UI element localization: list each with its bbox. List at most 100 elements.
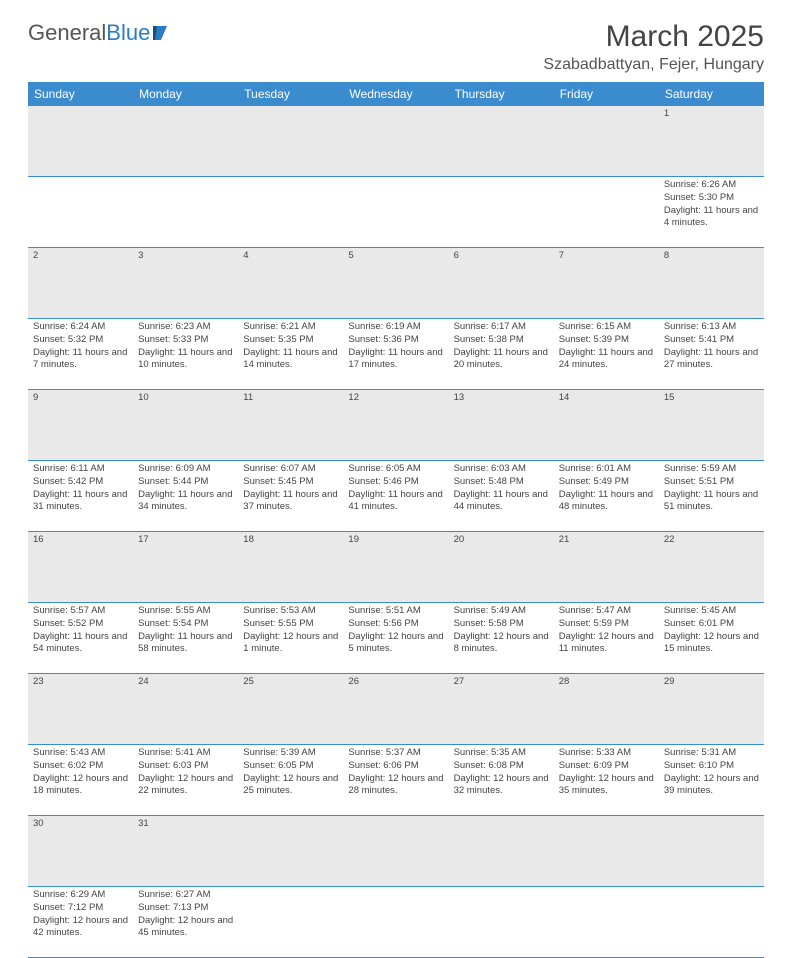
- daylight-line: Daylight: 12 hours and 32 minutes.: [454, 773, 549, 799]
- sunset-line: Sunset: 5:44 PM: [138, 476, 233, 489]
- sunset-line: Sunset: 6:10 PM: [664, 760, 759, 773]
- day-header: Thursday: [449, 82, 554, 106]
- day-cell: Sunrise: 6:17 AMSunset: 5:38 PMDaylight:…: [449, 319, 554, 390]
- day-cell: Sunrise: 5:49 AMSunset: 5:58 PMDaylight:…: [449, 603, 554, 674]
- day-number-cell: 19: [343, 532, 448, 603]
- sunset-line: Sunset: 6:03 PM: [138, 760, 233, 773]
- day-number-cell: 10: [133, 390, 238, 461]
- daylight-line: Daylight: 12 hours and 18 minutes.: [33, 773, 128, 799]
- sunrise-line: Sunrise: 6:17 AM: [454, 321, 549, 334]
- sunset-line: Sunset: 5:30 PM: [664, 192, 759, 205]
- day-number-cell: 31: [133, 816, 238, 887]
- day-number-cell: [28, 106, 133, 177]
- location-text: Szabadbattyan, Fejer, Hungary: [543, 56, 764, 74]
- day-cell: Sunrise: 6:27 AMSunset: 7:13 PMDaylight:…: [133, 887, 238, 958]
- sunrise-line: Sunrise: 6:09 AM: [138, 463, 233, 476]
- day-cell: Sunrise: 5:51 AMSunset: 5:56 PMDaylight:…: [343, 603, 448, 674]
- daylight-line: Daylight: 12 hours and 5 minutes.: [348, 631, 443, 657]
- sunrise-line: Sunrise: 6:23 AM: [138, 321, 233, 334]
- daylight-line: Daylight: 11 hours and 37 minutes.: [243, 489, 338, 515]
- day-number-cell: 13: [449, 390, 554, 461]
- daylight-line: Daylight: 11 hours and 48 minutes.: [559, 489, 654, 515]
- day-number-cell: [449, 816, 554, 887]
- sunrise-line: Sunrise: 6:13 AM: [664, 321, 759, 334]
- day-cell: Sunrise: 6:11 AMSunset: 5:42 PMDaylight:…: [28, 461, 133, 532]
- day-number-cell: 20: [449, 532, 554, 603]
- day-cell: Sunrise: 5:41 AMSunset: 6:03 PMDaylight:…: [133, 745, 238, 816]
- daylight-line: Daylight: 11 hours and 41 minutes.: [348, 489, 443, 515]
- day-cell: [343, 887, 448, 958]
- sunset-line: Sunset: 5:59 PM: [559, 618, 654, 631]
- sunrise-line: Sunrise: 5:43 AM: [33, 747, 128, 760]
- daynum-row: 2345678: [28, 248, 764, 319]
- daynum-row: 1: [28, 106, 764, 177]
- daylight-line: Daylight: 11 hours and 17 minutes.: [348, 347, 443, 373]
- day-number-cell: 8: [659, 248, 764, 319]
- page-title: March 2025: [543, 20, 764, 54]
- day-cell: Sunrise: 5:39 AMSunset: 6:05 PMDaylight:…: [238, 745, 343, 816]
- day-cell: [343, 177, 448, 248]
- sunset-line: Sunset: 6:09 PM: [559, 760, 654, 773]
- daylight-line: Daylight: 11 hours and 44 minutes.: [454, 489, 549, 515]
- week-row: Sunrise: 6:29 AMSunset: 7:12 PMDaylight:…: [28, 887, 764, 958]
- week-row: Sunrise: 6:11 AMSunset: 5:42 PMDaylight:…: [28, 461, 764, 532]
- sunrise-line: Sunrise: 6:26 AM: [664, 179, 759, 192]
- sunrise-line: Sunrise: 5:35 AM: [454, 747, 549, 760]
- sunset-line: Sunset: 5:46 PM: [348, 476, 443, 489]
- day-number-cell: 11: [238, 390, 343, 461]
- day-cell: Sunrise: 6:01 AMSunset: 5:49 PMDaylight:…: [554, 461, 659, 532]
- sunrise-line: Sunrise: 5:39 AM: [243, 747, 338, 760]
- day-cell: Sunrise: 6:13 AMSunset: 5:41 PMDaylight:…: [659, 319, 764, 390]
- day-header: Sunday: [28, 82, 133, 106]
- daylight-line: Daylight: 11 hours and 10 minutes.: [138, 347, 233, 373]
- daylight-line: Daylight: 11 hours and 31 minutes.: [33, 489, 128, 515]
- day-number-cell: 30: [28, 816, 133, 887]
- day-number-cell: [238, 106, 343, 177]
- title-block: March 2025 Szabadbattyan, Fejer, Hungary: [543, 20, 764, 74]
- sunset-line: Sunset: 7:12 PM: [33, 902, 128, 915]
- day-cell: Sunrise: 5:57 AMSunset: 5:52 PMDaylight:…: [28, 603, 133, 674]
- day-cell: Sunrise: 6:21 AMSunset: 5:35 PMDaylight:…: [238, 319, 343, 390]
- daylight-line: Daylight: 12 hours and 28 minutes.: [348, 773, 443, 799]
- daylight-line: Daylight: 11 hours and 14 minutes.: [243, 347, 338, 373]
- sunrise-line: Sunrise: 5:41 AM: [138, 747, 233, 760]
- daylight-line: Daylight: 12 hours and 45 minutes.: [138, 915, 233, 941]
- sunrise-line: Sunrise: 6:15 AM: [559, 321, 654, 334]
- sunrise-line: Sunrise: 5:33 AM: [559, 747, 654, 760]
- daylight-line: Daylight: 11 hours and 54 minutes.: [33, 631, 128, 657]
- day-number-cell: 21: [554, 532, 659, 603]
- sunrise-line: Sunrise: 5:57 AM: [33, 605, 128, 618]
- day-number-cell: 28: [554, 674, 659, 745]
- sunset-line: Sunset: 6:02 PM: [33, 760, 128, 773]
- daylight-line: Daylight: 12 hours and 15 minutes.: [664, 631, 759, 657]
- day-number-cell: [659, 816, 764, 887]
- day-cell: Sunrise: 5:43 AMSunset: 6:02 PMDaylight:…: [28, 745, 133, 816]
- day-cell: Sunrise: 5:33 AMSunset: 6:09 PMDaylight:…: [554, 745, 659, 816]
- sunset-line: Sunset: 5:45 PM: [243, 476, 338, 489]
- day-cell: Sunrise: 5:59 AMSunset: 5:51 PMDaylight:…: [659, 461, 764, 532]
- sunrise-line: Sunrise: 6:01 AM: [559, 463, 654, 476]
- sunset-line: Sunset: 5:39 PM: [559, 334, 654, 347]
- day-number-cell: 12: [343, 390, 448, 461]
- day-cell: Sunrise: 6:29 AMSunset: 7:12 PMDaylight:…: [28, 887, 133, 958]
- day-cell: [238, 887, 343, 958]
- sunset-line: Sunset: 6:01 PM: [664, 618, 759, 631]
- daylight-line: Daylight: 11 hours and 4 minutes.: [664, 205, 759, 231]
- day-number-cell: [343, 816, 448, 887]
- day-number-cell: 18: [238, 532, 343, 603]
- calendar-body: 1 Sunrise: 6:26 AMSunset: 5:30 PMDayligh…: [28, 106, 764, 958]
- sunrise-line: Sunrise: 6:29 AM: [33, 889, 128, 902]
- day-number-cell: [554, 106, 659, 177]
- daylight-line: Daylight: 12 hours and 42 minutes.: [33, 915, 128, 941]
- daylight-line: Daylight: 11 hours and 24 minutes.: [559, 347, 654, 373]
- day-number-cell: 1: [659, 106, 764, 177]
- day-number-cell: 24: [133, 674, 238, 745]
- daynum-row: 3031: [28, 816, 764, 887]
- day-cell: Sunrise: 6:26 AMSunset: 5:30 PMDaylight:…: [659, 177, 764, 248]
- day-cell: Sunrise: 6:24 AMSunset: 5:32 PMDaylight:…: [28, 319, 133, 390]
- day-header: Saturday: [659, 82, 764, 106]
- day-number-cell: 5: [343, 248, 448, 319]
- day-header: Tuesday: [238, 82, 343, 106]
- day-number-cell: 22: [659, 532, 764, 603]
- day-cell: Sunrise: 5:55 AMSunset: 5:54 PMDaylight:…: [133, 603, 238, 674]
